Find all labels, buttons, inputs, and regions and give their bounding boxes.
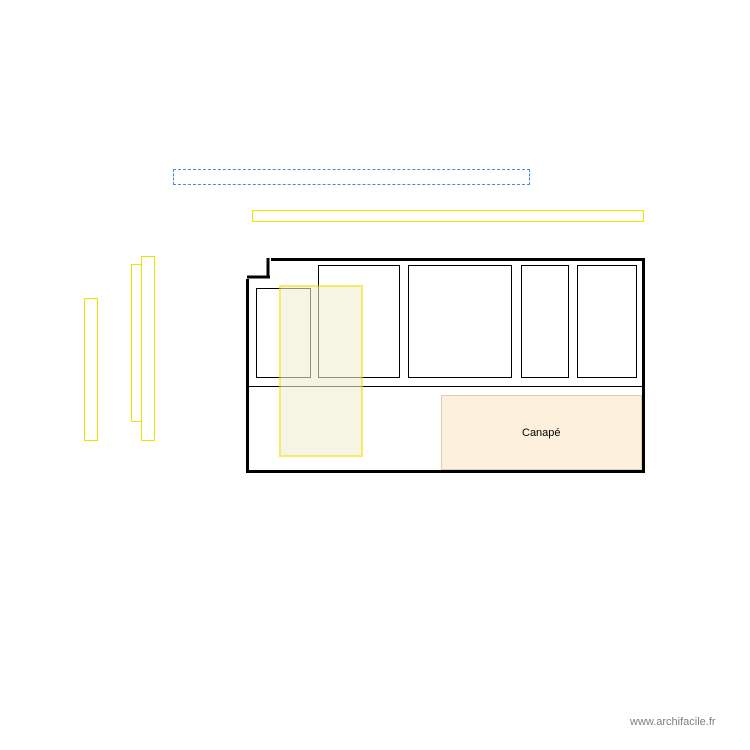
panel-5 xyxy=(577,265,637,378)
sofa-label: Canapé xyxy=(522,427,561,439)
left-strip-front xyxy=(141,256,155,441)
panel-3 xyxy=(408,265,512,378)
dashed-bar xyxy=(173,169,530,185)
yellow-highlight xyxy=(279,285,363,457)
yellow-bar xyxy=(252,210,644,222)
watermark: www.archifacile.fr xyxy=(630,716,716,728)
notch-cover xyxy=(243,255,271,279)
left-strip-solo xyxy=(84,298,98,441)
panel-4 xyxy=(521,265,569,378)
